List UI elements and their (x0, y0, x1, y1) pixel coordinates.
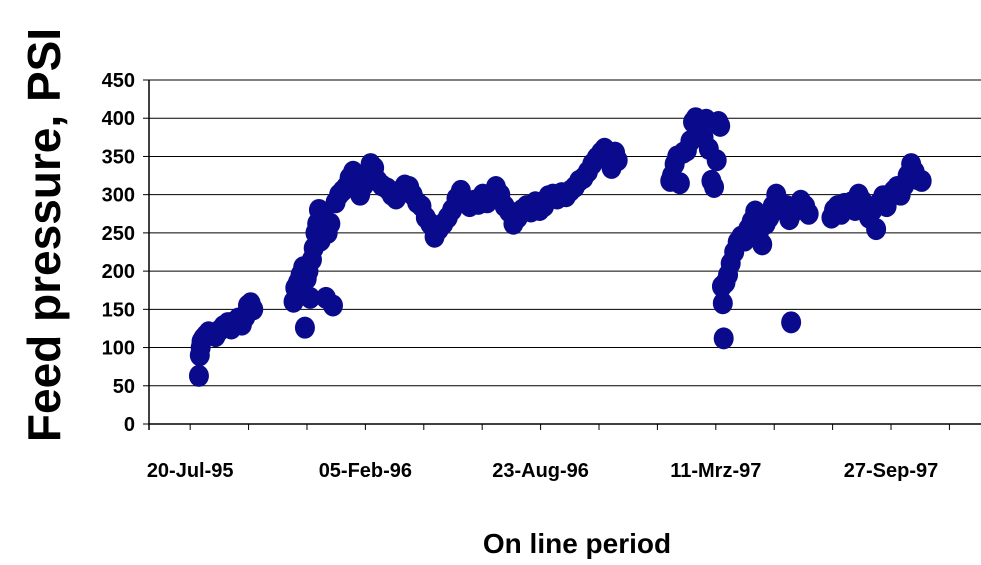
data-point (866, 218, 887, 241)
y-tick-label: 150 (102, 299, 135, 321)
data-point (243, 298, 264, 321)
data-point (710, 114, 731, 137)
y-axis-ticks: 0 50 100 150 200 250 300 350 400 450 (102, 70, 149, 436)
y-tick-label: 0 (124, 414, 135, 436)
x-axis-title: On line period (483, 528, 671, 559)
data-point (704, 176, 725, 199)
data-point (322, 294, 343, 317)
y-tick-label: 400 (102, 108, 135, 130)
data-point (712, 292, 733, 315)
x-axis-ticks: 20-Jul-95 05-Feb-96 23-Aug-96 11-Mrz-97 27-S… (147, 424, 950, 482)
data-point (294, 316, 315, 339)
x-tick-label: 27-Sep-97 (844, 460, 939, 482)
axes (148, 80, 981, 430)
data-point (713, 327, 734, 350)
data-point (320, 212, 341, 235)
y-tick-label: 100 (102, 338, 135, 360)
data-point (607, 149, 628, 172)
y-tick-label: 450 (102, 70, 135, 92)
data-point (781, 311, 802, 334)
data-point (706, 149, 727, 172)
y-tick-label: 300 (102, 185, 135, 207)
data-point (752, 233, 773, 256)
x-tick-label: 20-Jul-95 (147, 460, 234, 482)
y-tick-label: 200 (102, 261, 135, 283)
y-tick-label: 250 (102, 223, 135, 245)
data-point (300, 286, 321, 309)
y-tick-label: 350 (102, 146, 135, 168)
data-point (911, 169, 932, 192)
y-tick-label: 50 (113, 376, 135, 398)
x-tick-label: 05-Feb-96 (319, 460, 412, 482)
data-points (188, 107, 932, 387)
data-point (669, 172, 690, 195)
data-point (798, 202, 819, 225)
gridlines (149, 79, 981, 387)
y-axis-title: Feed pressure, PSI (18, 28, 70, 442)
data-point (188, 364, 209, 387)
x-tick-label: 11-Mrz-97 (670, 460, 761, 482)
x-tick-label: 23-Aug-96 (492, 460, 589, 482)
